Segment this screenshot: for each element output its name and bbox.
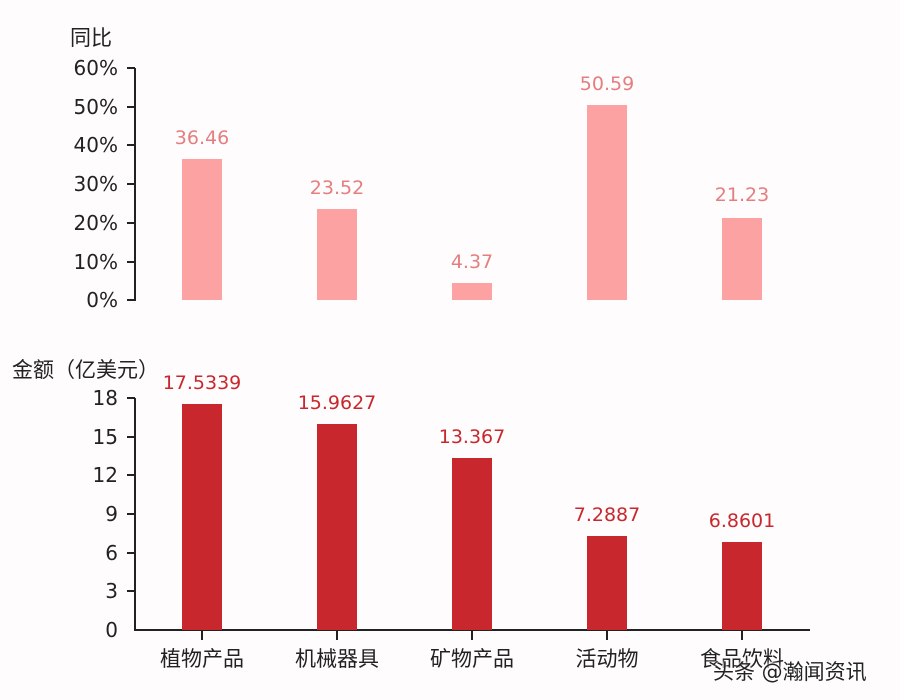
amount-bar-live-animals[interactable] (587, 536, 627, 630)
amount-tick-mark (127, 474, 135, 476)
amount-axis-title: 金额（亿美元） (12, 358, 159, 382)
yoy-axis-title: 同比 (70, 26, 112, 50)
yoy-tick-label: 60% (73, 56, 118, 80)
yoy-value-label: 4.37 (450, 251, 494, 273)
yoy-value-label: 50.59 (579, 73, 635, 95)
x-tick-mark (336, 631, 338, 640)
amount-tick-label: 12 (92, 463, 118, 487)
amount-tick-label: 0 (105, 618, 118, 642)
amount-tick-mark (127, 552, 135, 554)
amount-value-label: 15.9627 (297, 392, 377, 414)
amount-tick-label: 3 (105, 579, 118, 603)
yoy-tick-label: 0% (86, 288, 118, 312)
yoy-tick-label: 40% (73, 133, 118, 157)
yoy-tick-mark (127, 299, 135, 301)
x-tick-mark (741, 631, 743, 640)
x-tick-mark (606, 631, 608, 640)
yoy-tick-mark (127, 222, 135, 224)
yoy-tick-label: 50% (73, 95, 118, 119)
yoy-bar-plant-products[interactable] (182, 159, 222, 300)
amount-bar-food-beverage[interactable] (722, 542, 762, 630)
yoy-value-label: 21.23 (714, 184, 770, 206)
category-label: 矿物产品 (430, 647, 514, 671)
x-tick-mark (201, 631, 203, 640)
yoy-tick-mark (127, 67, 135, 69)
amount-value-label: 6.8601 (708, 510, 776, 532)
yoy-tick-mark (127, 183, 135, 185)
yoy-bar-mineral-products[interactable] (452, 283, 492, 300)
amount-tick-label: 18 (92, 386, 118, 410)
category-label: 植物产品 (160, 647, 244, 671)
amount-tick-label: 9 (105, 502, 118, 526)
yoy-tick-label: 30% (73, 172, 118, 196)
amount-tick-mark (127, 436, 135, 438)
yoy-bar-food-beverage[interactable] (722, 218, 762, 300)
amount-bar-mineral-products[interactable] (452, 458, 492, 630)
yoy-tick-mark (127, 144, 135, 146)
yoy-value-label: 36.46 (174, 127, 230, 149)
yoy-bar-machinery[interactable] (317, 209, 357, 300)
amount-tick-mark (127, 513, 135, 515)
category-label: 活动物 (575, 647, 639, 671)
amount-tick-label: 15 (92, 425, 118, 449)
amount-bar-plant-products[interactable] (182, 404, 222, 630)
amount-value-label: 13.367 (438, 426, 506, 448)
yoy-tick-mark (127, 261, 135, 263)
amount-tick-label: 6 (105, 541, 118, 565)
amount-y-axis (134, 398, 136, 631)
amount-bar-machinery[interactable] (317, 424, 357, 630)
yoy-tick-label: 10% (73, 250, 118, 274)
category-label: 机械器具 (295, 647, 379, 671)
amount-tick-mark (127, 397, 135, 399)
yoy-value-label: 23.52 (309, 177, 365, 199)
yoy-tick-mark (127, 106, 135, 108)
amount-value-label: 7.2887 (573, 504, 641, 526)
watermark: 头条 @瀚闻资讯 (713, 660, 867, 684)
amount-value-label: 17.5339 (162, 372, 242, 394)
yoy-bar-live-animals[interactable] (587, 105, 627, 300)
x-tick-mark (471, 631, 473, 640)
category-label: 食品饮料 (700, 647, 784, 671)
yoy-y-axis (134, 68, 136, 301)
amount-x-axis (134, 629, 810, 631)
yoy-tick-label: 20% (73, 211, 118, 235)
amount-tick-mark (127, 590, 135, 592)
